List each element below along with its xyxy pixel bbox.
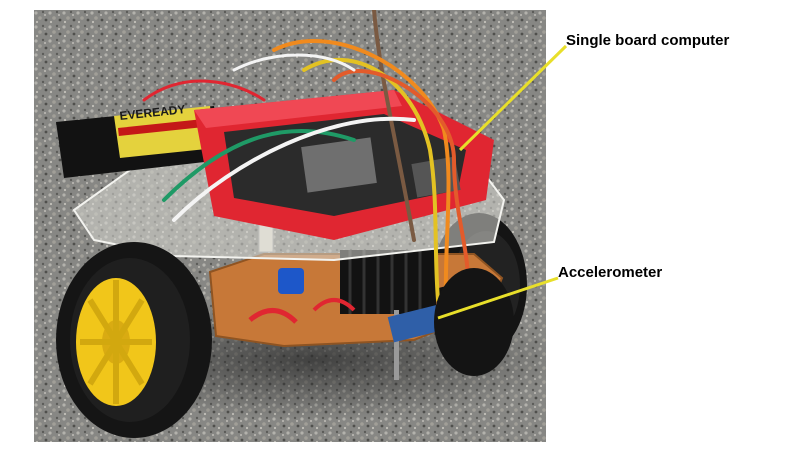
- motor-driver-heatsink: [340, 250, 436, 314]
- battery-label: EVEREADY: [119, 102, 186, 123]
- jumper-wires: [142, 10, 470, 312]
- single-board-computer-case: [194, 90, 494, 240]
- label-single-board-computer: Single board computer: [566, 32, 730, 49]
- front-left-wheel: [56, 242, 212, 438]
- blue-component: [278, 268, 304, 294]
- front-right-wheel: [434, 268, 514, 376]
- callout-line-accelerometer: [437, 276, 559, 320]
- robot-car-photo: EVEREADY: [34, 10, 546, 442]
- rod: [394, 310, 399, 380]
- callout-line-single-board-computer: [458, 44, 568, 152]
- battery-pack: EVEREADY: [56, 102, 222, 178]
- label-accelerometer: Accelerometer: [558, 264, 663, 281]
